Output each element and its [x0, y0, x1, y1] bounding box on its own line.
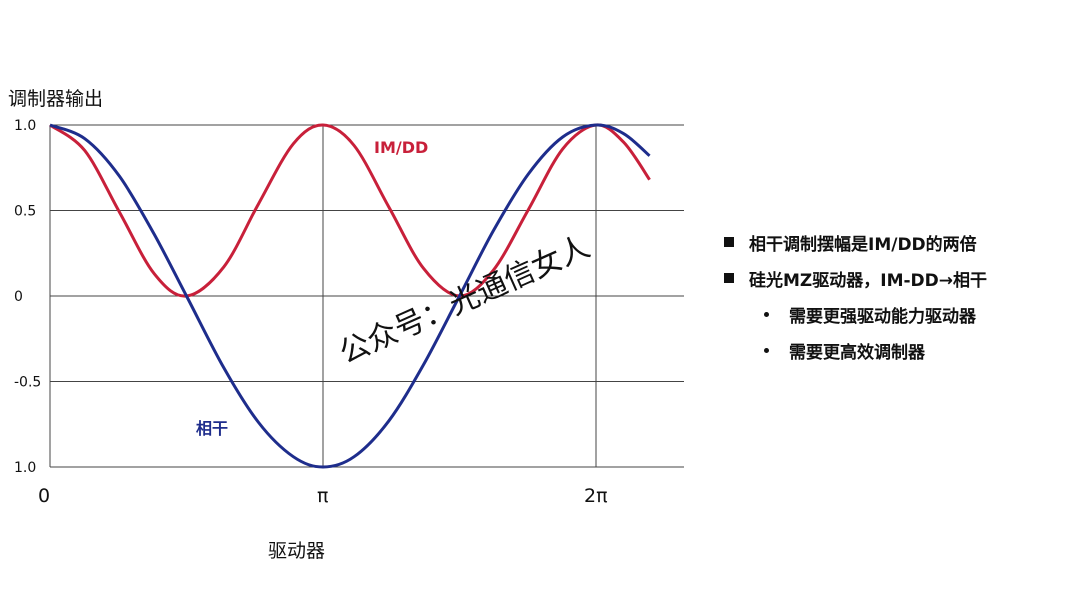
y-tick-label: 0.5 — [14, 204, 36, 220]
x-tick-label: π — [317, 485, 328, 507]
sub-bullet-text: 需要更高效调制器 — [789, 342, 925, 363]
tick-labels: 1.00.50-0.51.00 π 2π — [14, 118, 608, 507]
y-axis-label: 调制器输出 — [8, 88, 104, 110]
sub-bullet-item: 需要更高效调制器 — [724, 332, 1074, 368]
sub-bullet-item: 需要更强驱动能力驱动器 — [724, 296, 1074, 332]
sub-bullet-text: 需要更强驱动能力驱动器 — [789, 306, 976, 327]
square-bullet-icon — [724, 273, 734, 283]
x-tick-label: 0 — [38, 485, 50, 507]
y-tick-label: -0.5 — [14, 375, 41, 391]
y-tick-label: 1.0 — [14, 118, 36, 134]
dot-bullet-icon — [764, 347, 769, 353]
bullet-item: 硅光MZ驱动器，IM-DD→相干 — [724, 260, 1074, 296]
series-line-coherent — [49, 123, 651, 469]
bullet-list: 相干调制摆幅是IM/DD的两倍 硅光MZ驱动器，IM-DD→相干 需要更强驱动能… — [724, 224, 1074, 368]
series-line-imdd — [49, 123, 651, 298]
bullet-item: 相干调制摆幅是IM/DD的两倍 — [724, 224, 1074, 260]
grid — [49, 124, 684, 468]
y-tick-label: 0 — [14, 289, 23, 305]
series-label-imdd: IM/DD — [374, 138, 428, 157]
series-label-coherent: 相干 — [196, 419, 228, 438]
x-tick-label: 2π — [584, 485, 608, 507]
bullet-text: 硅光MZ驱动器，IM-DD→相干 — [749, 270, 988, 291]
y-tick-label: 1.0 — [14, 460, 36, 476]
dot-bullet-icon — [764, 311, 769, 317]
series-lines — [49, 123, 651, 469]
square-bullet-icon — [724, 237, 734, 247]
x-axis-label: 驱动器 — [268, 540, 326, 562]
bullet-text: 相干调制摆幅是IM/DD的两倍 — [749, 234, 977, 255]
